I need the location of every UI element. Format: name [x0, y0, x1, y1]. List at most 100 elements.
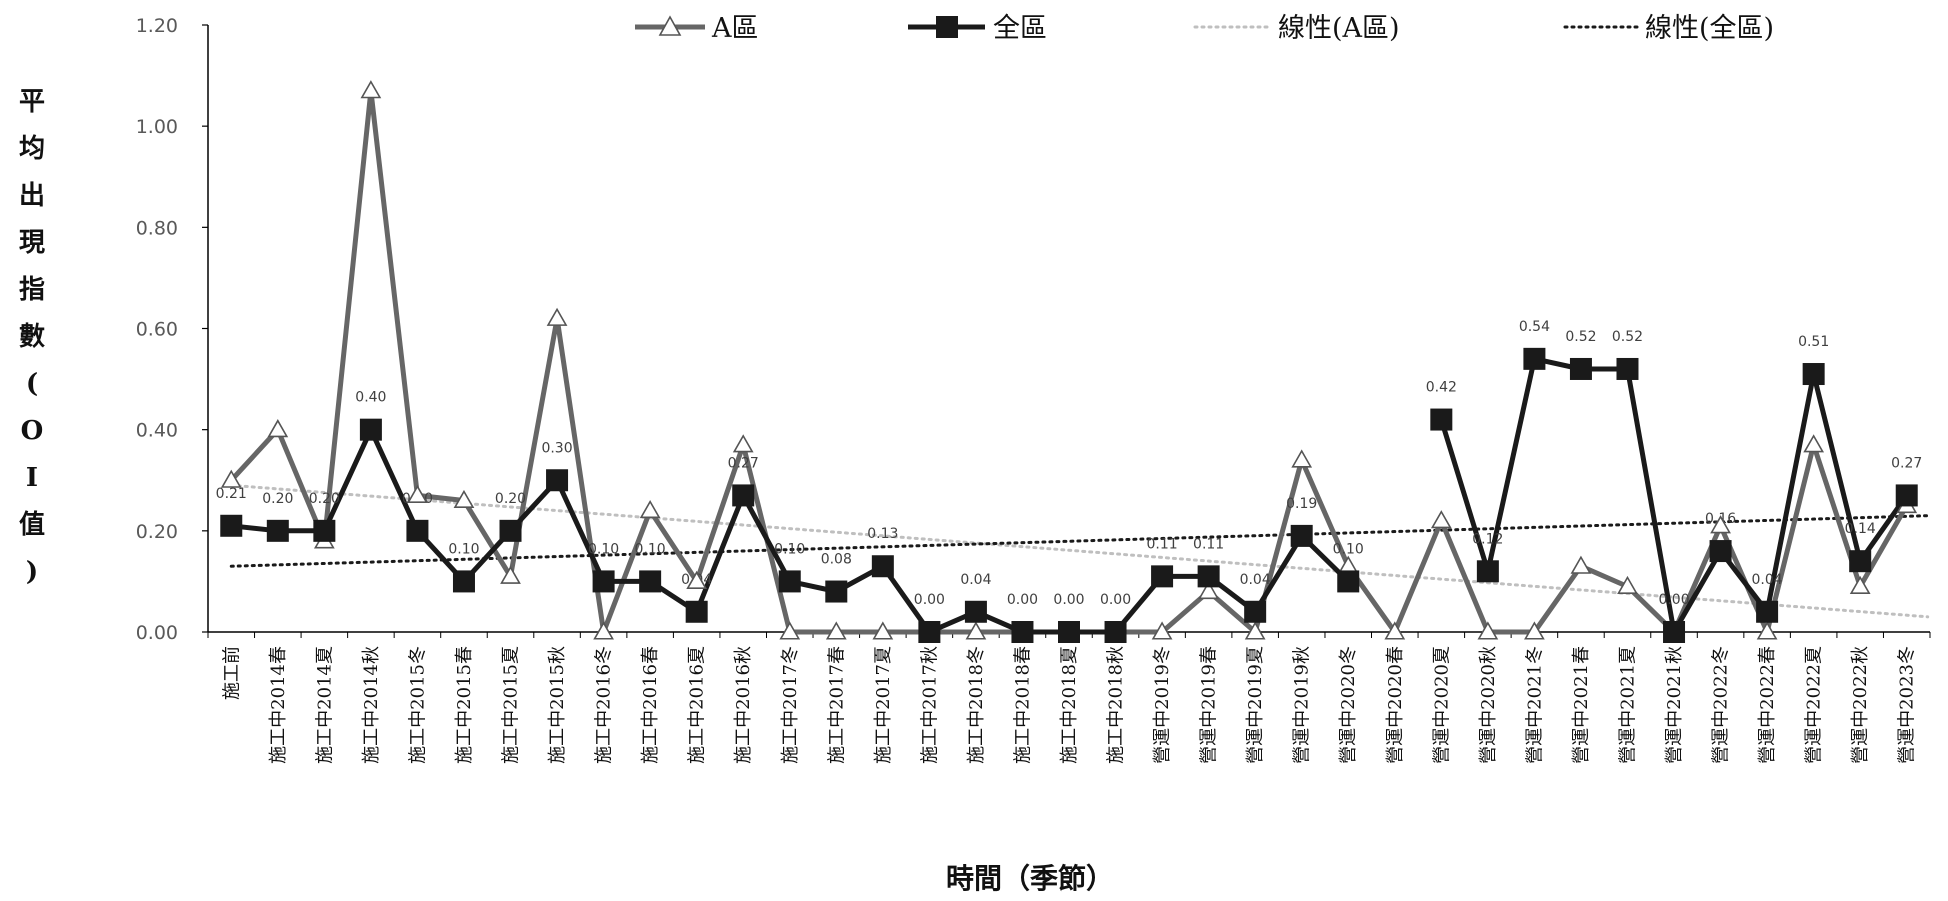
- series-all-zones-point: [266, 519, 289, 542]
- data-label: 0.14: [1845, 521, 1876, 537]
- data-label: 0.52: [1612, 329, 1643, 345]
- x-tick-label: 營運中2019春: [1199, 646, 1220, 764]
- x-tick-label: 營運中2021夏: [1617, 646, 1638, 764]
- x-tick-label: 營運中2022春: [1757, 646, 1778, 764]
- x-tick-label: 施工中2018夏: [1059, 646, 1080, 764]
- x-tick-label: 營運中2023冬: [1897, 646, 1918, 764]
- y-tick-label: 1.20: [136, 15, 178, 37]
- x-tick-label: 施工中2016秋: [733, 646, 754, 764]
- data-label: 0.42: [1426, 380, 1457, 396]
- series-a-zone-point: [639, 499, 661, 519]
- series-a-zone-point: [267, 419, 289, 438]
- series-all-zones-point: [1058, 621, 1080, 643]
- legend-a-zone-marker: [658, 15, 682, 36]
- series-all-zones-point: [964, 600, 987, 623]
- data-label: 0.20: [262, 491, 293, 507]
- data-label: 0.11: [1193, 536, 1224, 552]
- legend-all-zones-label: 全區: [993, 13, 1047, 44]
- series-all-zones-point: [1104, 621, 1127, 643]
- x-tick-label: 營運中2019冬: [1152, 646, 1173, 764]
- y-tick-label: 0.80: [136, 217, 178, 239]
- series-a-zone-point: [732, 434, 754, 453]
- series-a-zone-point: [1617, 575, 1638, 595]
- series-a-zone-point: [546, 307, 568, 326]
- data-label: 0.20: [495, 491, 526, 507]
- series-a-zone-point: [825, 621, 847, 640]
- series-all-zones-point: [1011, 621, 1034, 643]
- series-a-zone-point: [220, 469, 242, 488]
- x-tick-label: 營運中2020秋: [1478, 646, 1499, 764]
- data-label: 0.27: [728, 455, 759, 471]
- series-a-zone-point: [1291, 449, 1313, 468]
- series-a-zone-point: [686, 570, 708, 589]
- data-label: 0.00: [914, 592, 945, 608]
- series-all-zones-point: [499, 519, 522, 542]
- series-all-zones-point: [1569, 357, 1592, 380]
- series-a-zone-point: [1477, 621, 1499, 640]
- x-tick-label: 施工中2016夏: [687, 646, 708, 764]
- series-a-zone-point: [1244, 621, 1266, 640]
- x-tick-label: 施工中2015夏: [501, 646, 522, 764]
- data-label: 0.04: [960, 572, 991, 588]
- data-label: 0.19: [1286, 496, 1317, 512]
- series-a-zone-point: [1430, 510, 1452, 529]
- data-label: 0.00: [1658, 592, 1689, 608]
- y-axis-title-char: 均: [19, 134, 45, 164]
- series-a-zone-point: [779, 621, 801, 640]
- data-label: 0.11: [1146, 536, 1177, 552]
- data-label: 0.00: [1053, 592, 1084, 608]
- series-a-zone-point: [1803, 434, 1825, 453]
- data-label: 0.52: [1565, 329, 1596, 345]
- series-all-zones-point: [1709, 540, 1732, 563]
- data-label: 0.51: [1798, 334, 1829, 350]
- series-a-zone-point: [593, 621, 614, 640]
- series-a-zone-point: [965, 621, 987, 640]
- x-tick-label: 營運中2022冬: [1711, 646, 1732, 764]
- data-label: 0.20: [309, 491, 340, 507]
- series-a-zone-point: [1756, 621, 1778, 640]
- series-all-zones-point: [918, 621, 941, 643]
- series-all-zones-point: [825, 580, 848, 603]
- data-label: 0.27: [1891, 455, 1922, 471]
- x-tick-label: 施工中2018冬: [966, 646, 987, 764]
- series-a-zone-point: [407, 484, 428, 503]
- series-all-zones-point: [1756, 600, 1779, 623]
- series-all-zones-point: [1337, 570, 1360, 593]
- series-all-zones-point: [871, 555, 894, 578]
- x-tick-label: 施工中2018春: [1012, 646, 1033, 764]
- x-tick-label: 營運中2019秋: [1292, 646, 1313, 764]
- series-all-zones-point: [1802, 363, 1825, 386]
- y-tick-label: 0.20: [136, 521, 178, 543]
- data-label: 0.21: [216, 486, 247, 502]
- series-all-zones-point: [592, 570, 615, 593]
- y-axis-title-char: 指: [19, 275, 45, 305]
- x-tick-label: 施工中2016春: [640, 646, 661, 764]
- data-label: 0.10: [635, 541, 666, 557]
- data-label: 0.13: [867, 526, 898, 542]
- data-label: 0.04: [1752, 572, 1783, 588]
- x-axis-title: 時間（季節）: [946, 862, 1114, 895]
- data-label: 0.04: [1240, 572, 1271, 588]
- series-all-zones-point: [1151, 565, 1174, 588]
- legend-a-zone-label: A區: [711, 13, 759, 44]
- data-label: 0.12: [1472, 531, 1503, 547]
- x-tick-label: 施工中2014夏: [314, 646, 335, 764]
- y-axis-title-char: O: [21, 416, 44, 446]
- series-all-zones-point: [406, 519, 429, 542]
- x-tick-label: 營運中2020夏: [1431, 646, 1452, 764]
- series-all-zones-point: [639, 570, 662, 593]
- series-all-zones-point: [1849, 550, 1872, 573]
- series-all-zones-point: [1197, 565, 1220, 588]
- x-tick-label: 施工中2016冬: [594, 646, 615, 764]
- x-tick-label: 施工中2015冬: [407, 646, 428, 764]
- y-axis-title-char: 現: [19, 228, 45, 258]
- series-a-zone-point: [872, 621, 894, 640]
- data-label: 0.10: [774, 541, 805, 557]
- y-tick-label: 1.00: [136, 116, 178, 138]
- x-tick-label: 施工中2017秋: [919, 646, 940, 764]
- series-all-zones-point: [1895, 484, 1918, 507]
- series-a-zone-point: [1849, 575, 1871, 595]
- series-a-zone-point: [453, 489, 475, 509]
